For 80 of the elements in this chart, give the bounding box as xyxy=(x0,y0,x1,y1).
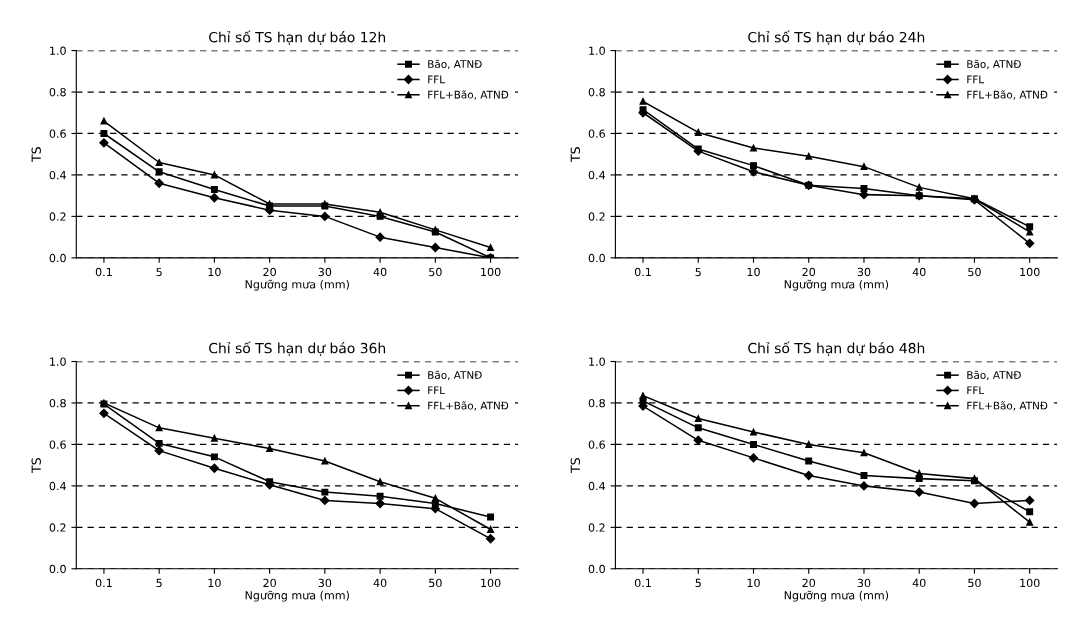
x-tick-label: 10 xyxy=(747,578,760,588)
legend-label: FFL xyxy=(967,75,985,84)
x-tick-label: 5 xyxy=(156,578,162,588)
x-tick-label: 100 xyxy=(1020,267,1040,277)
x-tick-label: 50 xyxy=(429,267,442,277)
chart-title: Chỉ số TS hạn dự báo 48h xyxy=(748,341,925,356)
x-tick-label: 30 xyxy=(857,267,871,277)
y-tick-label: 0.0 xyxy=(588,564,605,574)
x-tick-label: 20 xyxy=(802,578,816,588)
x-tick-label: 100 xyxy=(481,267,501,277)
x-tick-label: 50 xyxy=(968,578,981,588)
x-tick-label: 30 xyxy=(857,578,871,588)
y-tick-label: 1.0 xyxy=(589,357,605,366)
x-tick-label: 20 xyxy=(263,267,276,277)
x-tick-label: 5 xyxy=(695,267,701,277)
x-tick-label: 40 xyxy=(912,578,926,588)
x-tick-label: 20 xyxy=(263,578,276,588)
y-tick-label: 0.6 xyxy=(588,440,605,449)
x-tick-label: 100 xyxy=(1020,578,1040,588)
y-tick-label: 0.6 xyxy=(588,129,605,138)
y-axis-title: TS xyxy=(31,458,41,473)
y-tick-label: 0.2 xyxy=(49,523,66,532)
x-tick-label: 0.1 xyxy=(634,267,651,277)
x-tick-label: 40 xyxy=(373,267,387,277)
x-tick-label: 0.1 xyxy=(95,578,112,588)
y-tick-label: 0.4 xyxy=(49,170,66,180)
y-tick-label: 0.2 xyxy=(49,212,66,221)
y-tick-label: 0.8 xyxy=(588,87,605,97)
x-tick-label: 30 xyxy=(318,267,332,277)
legend-label: FFL+Bão, ATNĐ xyxy=(967,401,1048,411)
legend-label: Bão, ATNĐ xyxy=(967,370,1021,381)
y-tick-label: 0.8 xyxy=(49,398,66,408)
y-tick-label: 0.0 xyxy=(49,564,66,574)
x-tick-label: 100 xyxy=(481,578,501,588)
chart-title: Chỉ số TS hạn dự báo 36h xyxy=(209,341,386,356)
x-axis-title: Ngưỡng mưa (mm) xyxy=(245,279,349,291)
y-axis-title: TS xyxy=(570,147,581,163)
x-tick-label: 5 xyxy=(156,267,162,277)
legend-label: Bão, ATNĐ xyxy=(967,59,1021,70)
x-axis-title: Ngưỡng mưa (mm) xyxy=(784,279,889,291)
x-tick-label: 50 xyxy=(429,578,442,588)
chart-title: Chỉ số TS hạn dự báo 12h xyxy=(209,30,386,45)
x-tick-label: 0.1 xyxy=(95,267,112,277)
y-tick-label: 0.0 xyxy=(588,253,605,263)
y-tick-label: 1.0 xyxy=(589,46,605,55)
legend-label: FFL xyxy=(967,386,985,395)
y-axis-title: TS xyxy=(31,147,41,163)
x-tick-label: 10 xyxy=(208,267,221,277)
y-tick-label: 0.8 xyxy=(588,398,605,408)
legend-label: FFL+Bão, ATNĐ xyxy=(428,401,509,411)
legend-label: Bão, ATNĐ xyxy=(428,370,482,381)
legend-label: FFL xyxy=(428,75,445,84)
y-tick-label: 0.6 xyxy=(49,129,66,138)
y-tick-label: 0.4 xyxy=(588,481,606,491)
legend-label: FFL xyxy=(428,386,445,395)
y-tick-label: 0.4 xyxy=(588,170,606,180)
y-tick-label: 0.2 xyxy=(588,523,605,532)
y-tick-label: 1.0 xyxy=(50,46,66,55)
y-tick-label: 0.0 xyxy=(49,253,66,263)
x-tick-label: 40 xyxy=(912,267,926,277)
y-axis-title: TS xyxy=(570,458,581,473)
chart-title: Chỉ số TS hạn dự báo 24h xyxy=(748,30,925,45)
x-tick-label: 50 xyxy=(968,267,981,277)
x-axis-title: Ngưỡng mưa (mm) xyxy=(784,590,889,602)
x-tick-label: 10 xyxy=(208,578,221,588)
x-tick-label: 40 xyxy=(373,578,387,588)
y-tick-label: 0.2 xyxy=(588,212,605,221)
y-tick-label: 0.6 xyxy=(49,440,66,449)
x-tick-label: 0.1 xyxy=(634,578,651,588)
y-tick-label: 0.8 xyxy=(49,87,66,97)
legend-label: Bão, ATNĐ xyxy=(428,59,482,70)
x-tick-label: 5 xyxy=(695,578,701,588)
x-tick-label: 20 xyxy=(802,267,816,277)
y-tick-label: 0.4 xyxy=(49,481,66,491)
legend-label: FFL+Bão, ATNĐ xyxy=(428,90,509,100)
legend-label: FFL+Bão, ATNĐ xyxy=(967,90,1048,100)
x-tick-label: 10 xyxy=(747,267,760,277)
x-tick-label: 30 xyxy=(318,578,332,588)
x-axis-title: Ngưỡng mưa (mm) xyxy=(245,590,349,602)
y-tick-label: 1.0 xyxy=(50,357,66,366)
